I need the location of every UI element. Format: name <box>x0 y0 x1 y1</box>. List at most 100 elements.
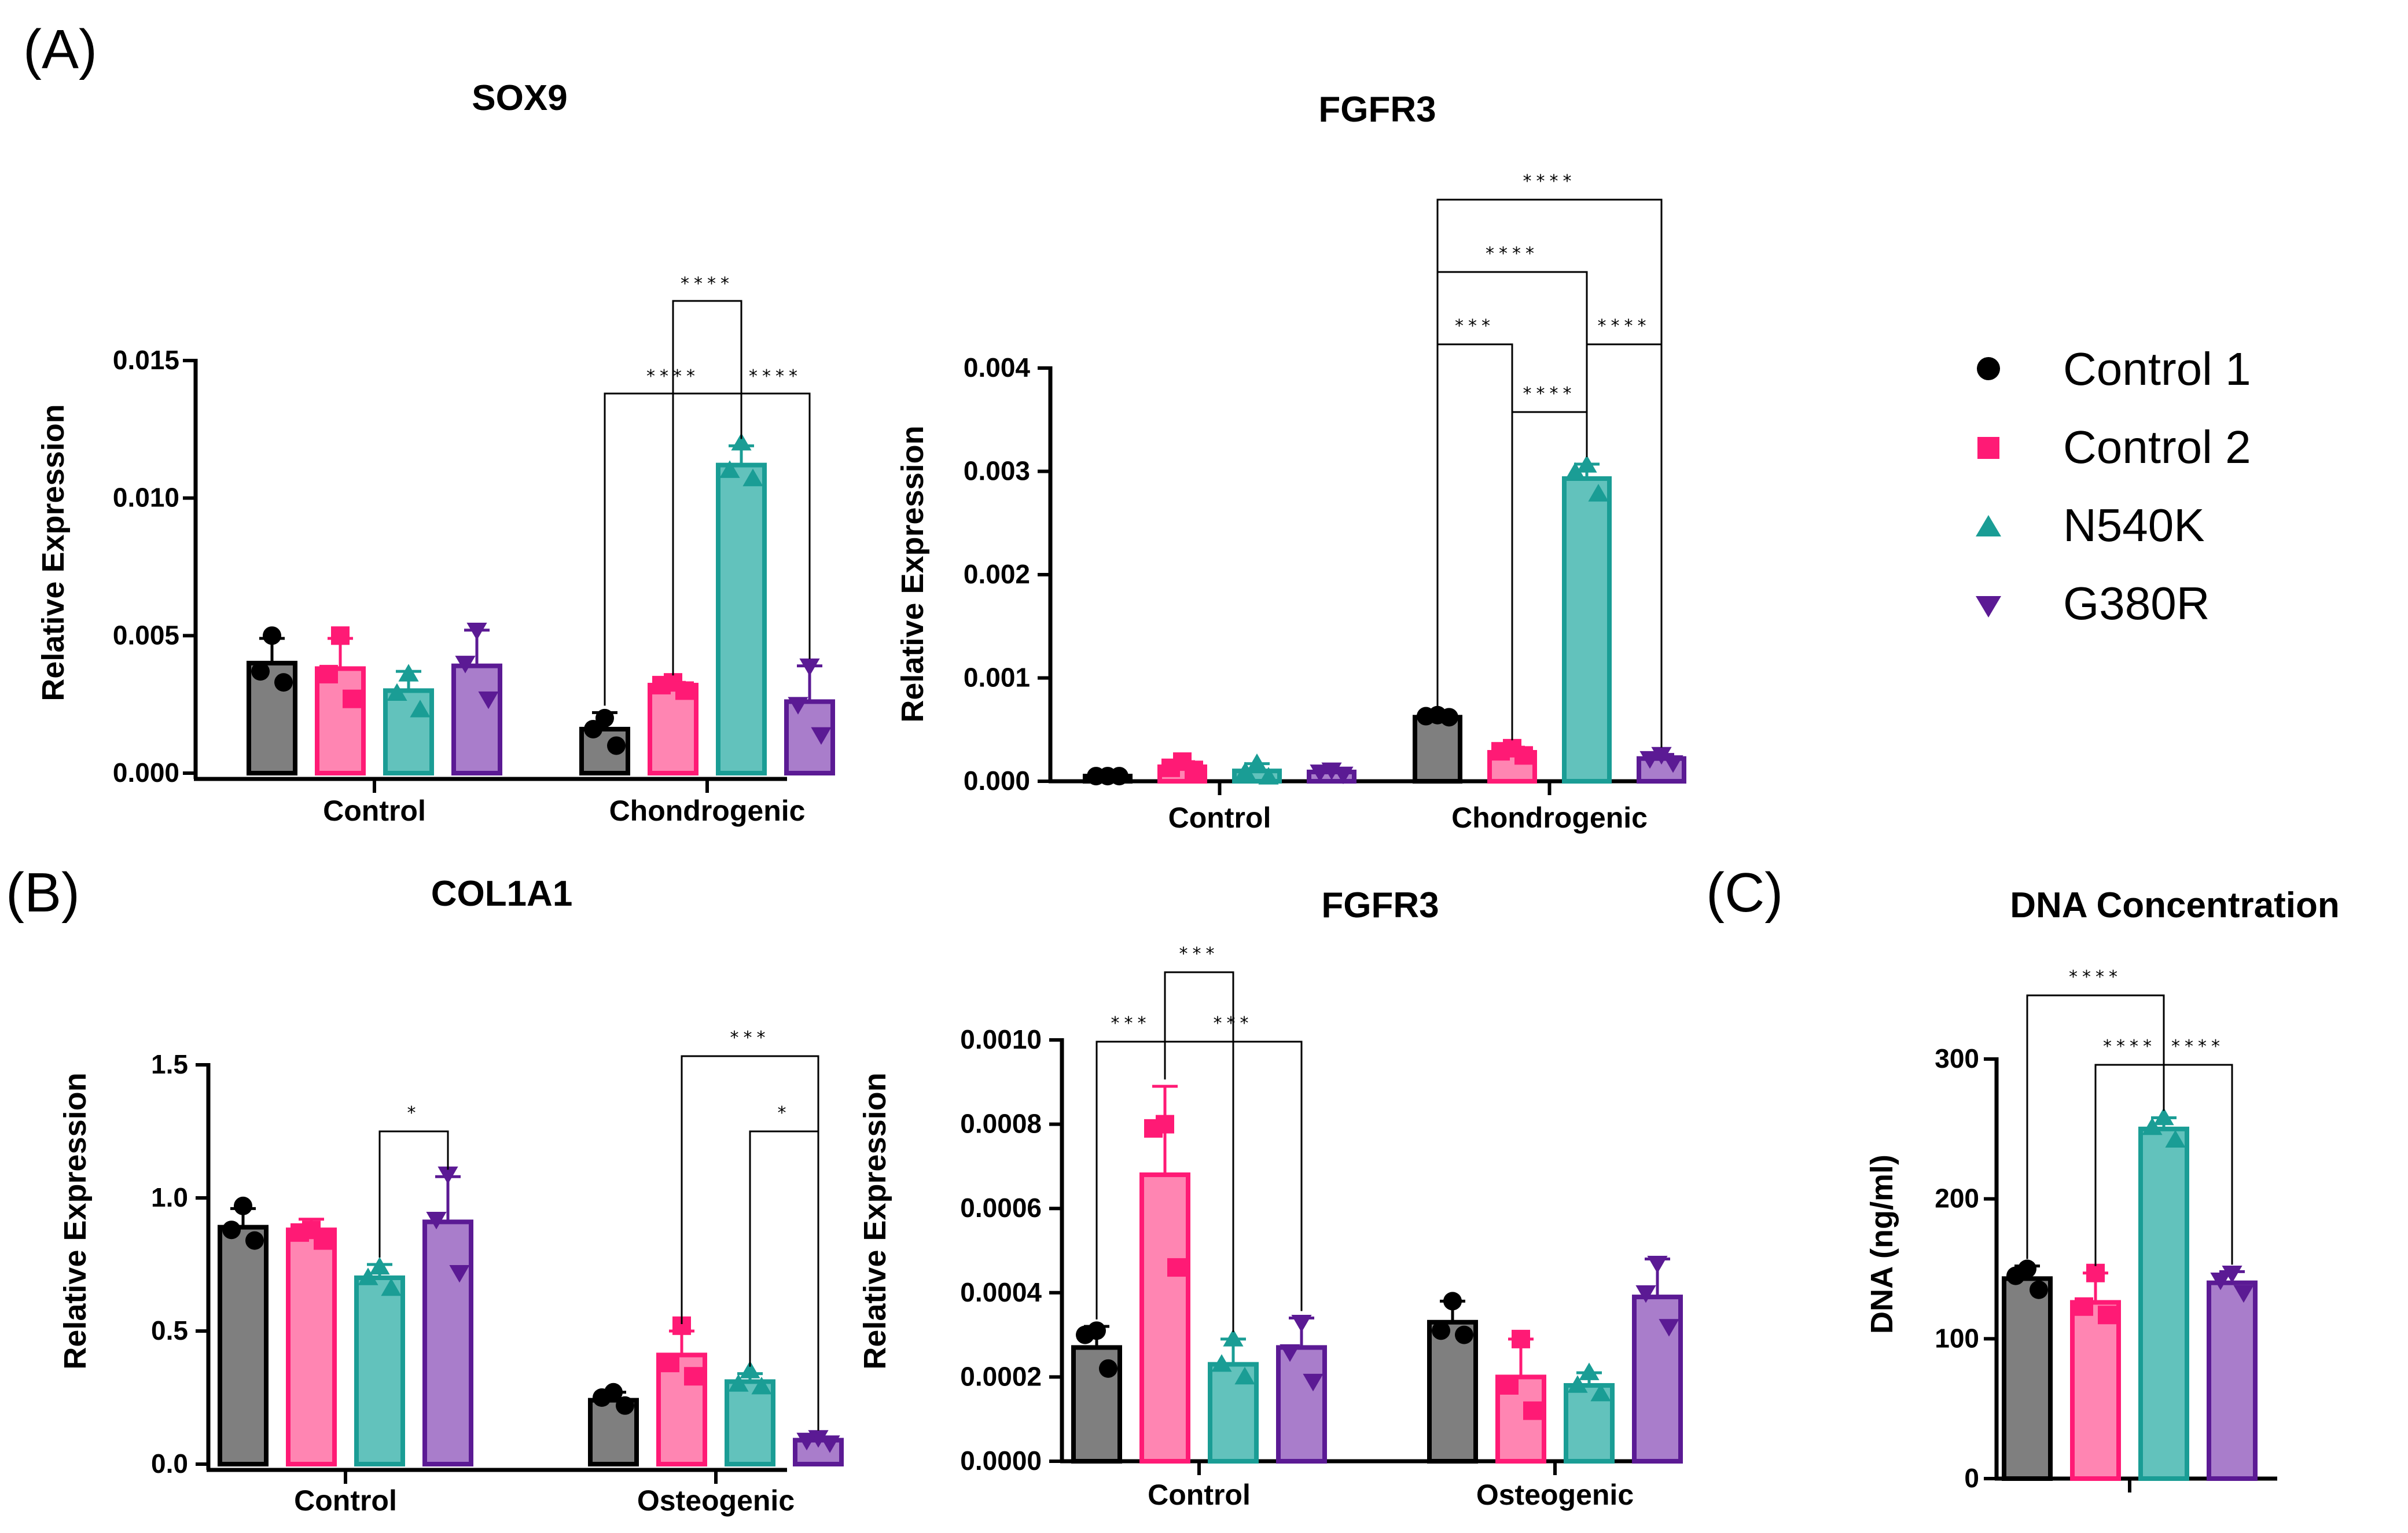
legend-marker-g380r <box>1976 596 2001 617</box>
y-tick-label: 0.002 <box>964 559 1030 589</box>
bar <box>784 699 835 775</box>
legend-marker-control-2 <box>1977 437 1999 459</box>
bar <box>1562 476 1612 784</box>
data-point <box>1291 1314 1312 1333</box>
data-point <box>449 1265 470 1283</box>
y-axis-label: Relative Expression <box>895 425 930 722</box>
data-point <box>1303 1373 1324 1392</box>
data-point <box>593 1388 611 1407</box>
y-tick-label: 0.015 <box>113 345 179 375</box>
data-point <box>1579 1362 1600 1380</box>
data-point <box>1491 742 1510 761</box>
legend: Control 1 Control 2 N540K G380R <box>1976 343 2251 629</box>
y-tick-label: 0.000 <box>964 766 1030 796</box>
data-point <box>2233 1285 2254 1303</box>
x-tick-label: Control <box>294 1484 397 1517</box>
data-point <box>274 673 293 692</box>
significance-label: *** <box>730 1028 770 1048</box>
data-point <box>387 683 407 701</box>
chart-b-col1a1: COL1A1 Relative Expression 0.0 0.5 1.0 1.5 C… <box>58 874 844 1517</box>
bar <box>2070 1300 2121 1481</box>
panel-label-a: (A) <box>23 19 97 80</box>
chart-b-fgfr3: FGFR3 Relative Expression 0.0000 0.0002 0.… <box>858 885 1683 1511</box>
data-point <box>1432 1321 1450 1340</box>
significance-label: **** <box>1523 171 1576 192</box>
data-point <box>1211 1354 1232 1372</box>
data-point <box>1310 764 1330 782</box>
data-point <box>1235 762 1256 780</box>
data-point <box>1144 1119 1163 1138</box>
bar <box>422 1219 473 1466</box>
legend-marker-control-1 <box>1977 357 2000 380</box>
chart-title: SOX9 <box>472 78 567 118</box>
data-point <box>2098 1306 2116 1325</box>
significance-label: *** <box>1214 1013 1253 1034</box>
data-point <box>1455 1325 1473 1344</box>
data-point <box>1161 758 1180 777</box>
significance-label: **** <box>681 274 734 294</box>
significance-bracket <box>681 1055 819 1431</box>
data-point <box>1440 708 1458 727</box>
data-point <box>369 1257 390 1275</box>
data-point <box>1512 1329 1530 1348</box>
data-point <box>731 433 752 451</box>
data-point <box>616 1396 634 1415</box>
significance-bracket <box>2026 994 2165 1259</box>
bar <box>2002 1276 2053 1481</box>
significance-label: **** <box>2069 967 2122 987</box>
y-tick-label: 0.0004 <box>960 1277 1042 1307</box>
y-tick-label: 300 <box>1935 1043 1979 1074</box>
y-tick-label: 1.5 <box>151 1049 188 1079</box>
data-point <box>2086 1263 2105 1282</box>
data-point <box>1635 1285 1656 1303</box>
data-point <box>1234 1366 1255 1385</box>
chart-title: FGFR3 <box>1321 885 1439 925</box>
data-point <box>319 664 338 683</box>
data-point <box>1417 707 1435 726</box>
y-tick-label: 0.003 <box>964 456 1030 486</box>
data-point <box>343 689 361 708</box>
bar <box>1427 1319 1478 1464</box>
data-point <box>438 1166 458 1185</box>
y-tick-label: 0.004 <box>964 352 1031 383</box>
data-point <box>234 1196 252 1215</box>
data-point <box>1258 767 1279 785</box>
data-point <box>426 1212 447 1230</box>
data-point <box>410 700 431 718</box>
data-point <box>1167 1258 1186 1277</box>
chart-title: COL1A1 <box>431 874 573 914</box>
data-point <box>675 681 694 700</box>
data-point <box>742 468 763 487</box>
y-tick-label: 0.005 <box>113 620 179 650</box>
data-point <box>719 460 740 478</box>
bar <box>286 1227 337 1466</box>
bar <box>354 1275 405 1466</box>
data-point <box>661 1354 679 1373</box>
y-tick-label: 200 <box>1935 1183 1979 1214</box>
y-tick-label: 100 <box>1935 1323 1979 1353</box>
data-point <box>263 626 281 645</box>
significance-bracket <box>740 392 811 659</box>
data-point <box>607 736 626 755</box>
significance-bracket <box>1164 971 1234 1332</box>
data-point <box>222 1220 241 1240</box>
legend-label-control-1: Control 1 <box>2063 343 2251 395</box>
significance-bracket <box>378 1130 449 1258</box>
significance-label: *** <box>1455 316 1495 336</box>
data-point <box>1280 1344 1300 1362</box>
data-point <box>1588 484 1609 502</box>
data-point <box>1565 462 1586 480</box>
data-point <box>1223 1329 1244 1347</box>
panel-label-b: (B) <box>6 862 80 924</box>
data-point <box>811 727 832 745</box>
bar <box>315 666 366 775</box>
data-point <box>652 675 671 694</box>
data-point <box>2165 1130 2186 1148</box>
x-tick-label: Osteogenic <box>637 1484 795 1517</box>
significance-label: * <box>407 1103 421 1123</box>
chart-a-sox9: SOX9 Relative Expression 0.000 0.005 0.010… <box>36 78 835 827</box>
significance-label: **** <box>2171 1036 2225 1057</box>
y-tick-label: 0.0006 <box>960 1193 1042 1223</box>
y-axis-label: Relative Expression <box>858 1072 892 1369</box>
